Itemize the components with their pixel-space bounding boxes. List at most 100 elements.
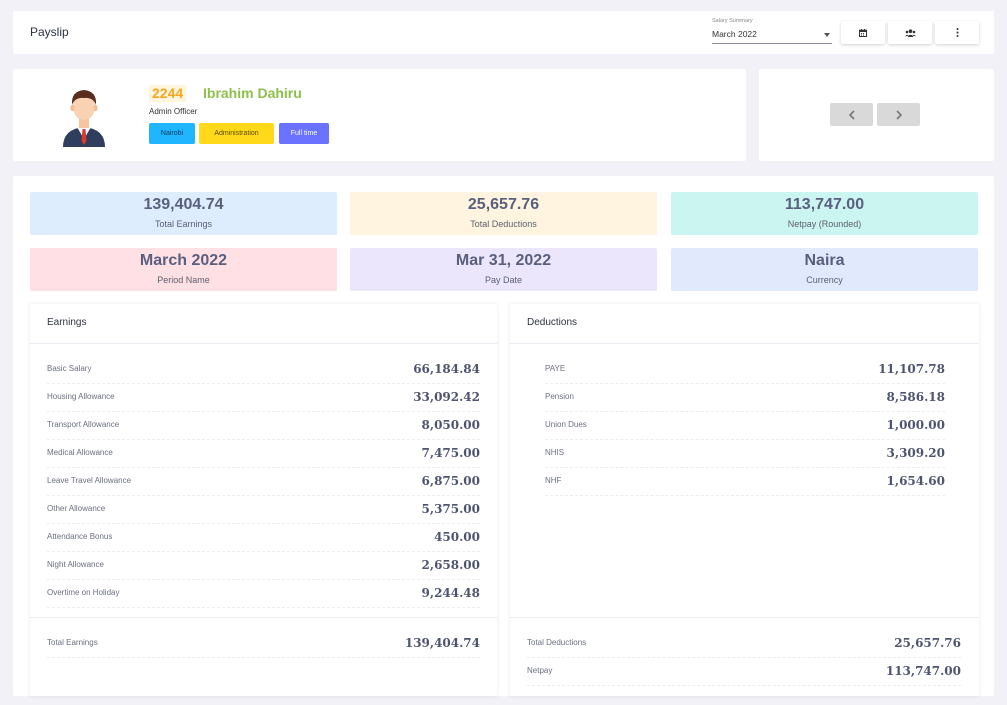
deductions-list: PAYE 11,107.78 Pension 8,586.18 Union Dues 1,… (545, 356, 945, 496)
list-item: Overtime on Holiday 9,244.48 (47, 580, 480, 608)
item-amount: 6,875.00 (421, 474, 480, 488)
item-amount: 450.00 (434, 530, 480, 544)
employment-type-badge: Full time (279, 123, 329, 144)
calendar-icon (859, 28, 867, 37)
deductions-title: Deductions (527, 317, 578, 328)
item-label: Total Deductions (527, 638, 587, 647)
salary-summary-select[interactable]: Salary Summary March 2022 (712, 18, 832, 44)
total-deductions-value: 25,657.76 (467, 196, 540, 213)
netpay-value: 113,747.00 (784, 196, 865, 213)
employee-role: Admin Officer (149, 107, 198, 116)
page-title: Payslip (30, 25, 69, 39)
item-label: Night Allowance (47, 560, 104, 569)
caret-down-icon (824, 33, 830, 37)
netpay-summary: 113,747.00 Netpay (Rounded) (671, 192, 978, 235)
item-amount: 33,092.42 (413, 390, 480, 404)
item-amount: 5,375.00 (421, 502, 480, 516)
period-value: March 2022 (139, 252, 228, 269)
item-label: NHF (545, 476, 562, 485)
divider (510, 617, 979, 618)
list-item: Union Dues 1,000.00 (545, 412, 945, 440)
netpay-label: Netpay (Rounded) (787, 219, 862, 229)
employee-name: Ibrahim Dahiru (203, 85, 302, 101)
item-label: NHIS (545, 448, 565, 457)
earnings-panel: Earnings Basic Salary 66,184.84 Housing Al… (30, 304, 497, 696)
item-label: Basic Salary (47, 364, 92, 373)
currency-value: Naira (804, 252, 845, 269)
currency-label: Currency (806, 275, 843, 285)
location-badge: Nairobi (149, 123, 195, 144)
list-item: NHF 1,654.60 (545, 468, 945, 496)
previous-button[interactable] (830, 103, 873, 126)
list-item: Netpay 113,747.00 (527, 658, 961, 686)
list-item: Pension 8,586.18 (545, 384, 945, 412)
item-amount: 139,404.74 (404, 636, 480, 650)
earnings-totals: Total Earnings 139,404.74 (47, 630, 480, 658)
list-item: Leave Travel Allowance 6,875.00 (47, 468, 480, 496)
employee-profile-card: 2244 Ibrahim Dahiru Admin Officer Nairob… (13, 69, 746, 161)
employees-button[interactable] (888, 21, 932, 44)
calendar-button[interactable] (841, 21, 885, 44)
total-earnings-summary: 139,404.74 Total Earnings (30, 192, 337, 235)
total-deductions-label: Total Deductions (470, 219, 537, 229)
total-deductions-summary: 25,657.76 Total Deductions (350, 192, 657, 235)
more-button[interactable] (935, 21, 979, 44)
next-button[interactable] (877, 103, 920, 126)
total-earnings-value: 139,404.74 (143, 196, 224, 213)
list-item: Medical Allowance 7,475.00 (47, 440, 480, 468)
earnings-list: Basic Salary 66,184.84 Housing Allowance 33… (47, 356, 480, 608)
list-item: NHIS 3,309.20 (545, 440, 945, 468)
item-label: Union Dues (545, 420, 587, 429)
period-label: Period Name (157, 275, 210, 285)
item-amount: 113,747.00 (885, 664, 961, 678)
salary-summary-value: March 2022 (712, 29, 757, 39)
list-item: Basic Salary 66,184.84 (47, 356, 480, 384)
chevron-left-icon (848, 109, 855, 120)
deductions-totals: Total Deductions 25,657.76 Netpay 113,747.0… (527, 630, 961, 686)
users-icon (904, 28, 916, 37)
item-label: Attendance Bonus (47, 532, 113, 541)
list-item: Total Earnings 139,404.74 (47, 630, 480, 658)
item-amount: 25,657.76 (894, 636, 961, 650)
salary-summary-label: Salary Summary (712, 18, 753, 24)
pay-date-summary: Mar 31, 2022 Pay Date (350, 248, 657, 291)
item-amount: 8,050.00 (421, 418, 480, 432)
item-label: Other Allowance (47, 504, 106, 513)
pay-date-value: Mar 31, 2022 (455, 252, 552, 269)
item-label: Transport Allowance (47, 420, 120, 429)
item-label: Housing Allowance (47, 392, 115, 401)
item-amount: 1,000.00 (886, 418, 945, 432)
item-label: Netpay (527, 666, 553, 675)
list-item: Attendance Bonus 450.00 (47, 524, 480, 552)
total-earnings-label: Total Earnings (154, 219, 213, 229)
employee-id: 2244 (149, 85, 187, 102)
top-bar: Payslip Salary Summary March 2022 (13, 11, 994, 54)
divider (30, 617, 497, 618)
earnings-title: Earnings (47, 317, 87, 328)
item-label: Total Earnings (47, 638, 98, 647)
list-item: Other Allowance 5,375.00 (47, 496, 480, 524)
divider (30, 343, 497, 344)
list-item: PAYE 11,107.78 (545, 356, 945, 384)
item-amount: 2,658.00 (421, 558, 480, 572)
item-amount: 1,654.60 (886, 474, 945, 488)
employee-navigation-card (759, 69, 994, 161)
pay-date-label: Pay Date (484, 275, 523, 285)
department-badge: Administration (199, 123, 274, 144)
item-label: Overtime on Holiday (47, 588, 120, 597)
item-label: Pension (545, 392, 574, 401)
list-item: Transport Allowance 8,050.00 (47, 412, 480, 440)
avatar (63, 90, 105, 147)
item-amount: 7,475.00 (421, 446, 480, 460)
list-item: Housing Allowance 33,092.42 (47, 384, 480, 412)
item-label: Medical Allowance (47, 448, 113, 457)
item-amount: 3,309.20 (886, 446, 945, 460)
list-item: Total Deductions 25,657.76 (527, 630, 961, 658)
divider (510, 343, 979, 344)
payslip-details-card: 139,404.74 Total Earnings 25,657.76 Tota… (13, 176, 994, 696)
list-item: Night Allowance 2,658.00 (47, 552, 480, 580)
item-amount: 9,244.48 (421, 586, 480, 600)
chevron-right-icon (895, 109, 902, 120)
deductions-panel: Deductions PAYE 11,107.78 Pension 8,586.18 U… (510, 304, 979, 696)
item-amount: 11,107.78 (878, 362, 945, 376)
